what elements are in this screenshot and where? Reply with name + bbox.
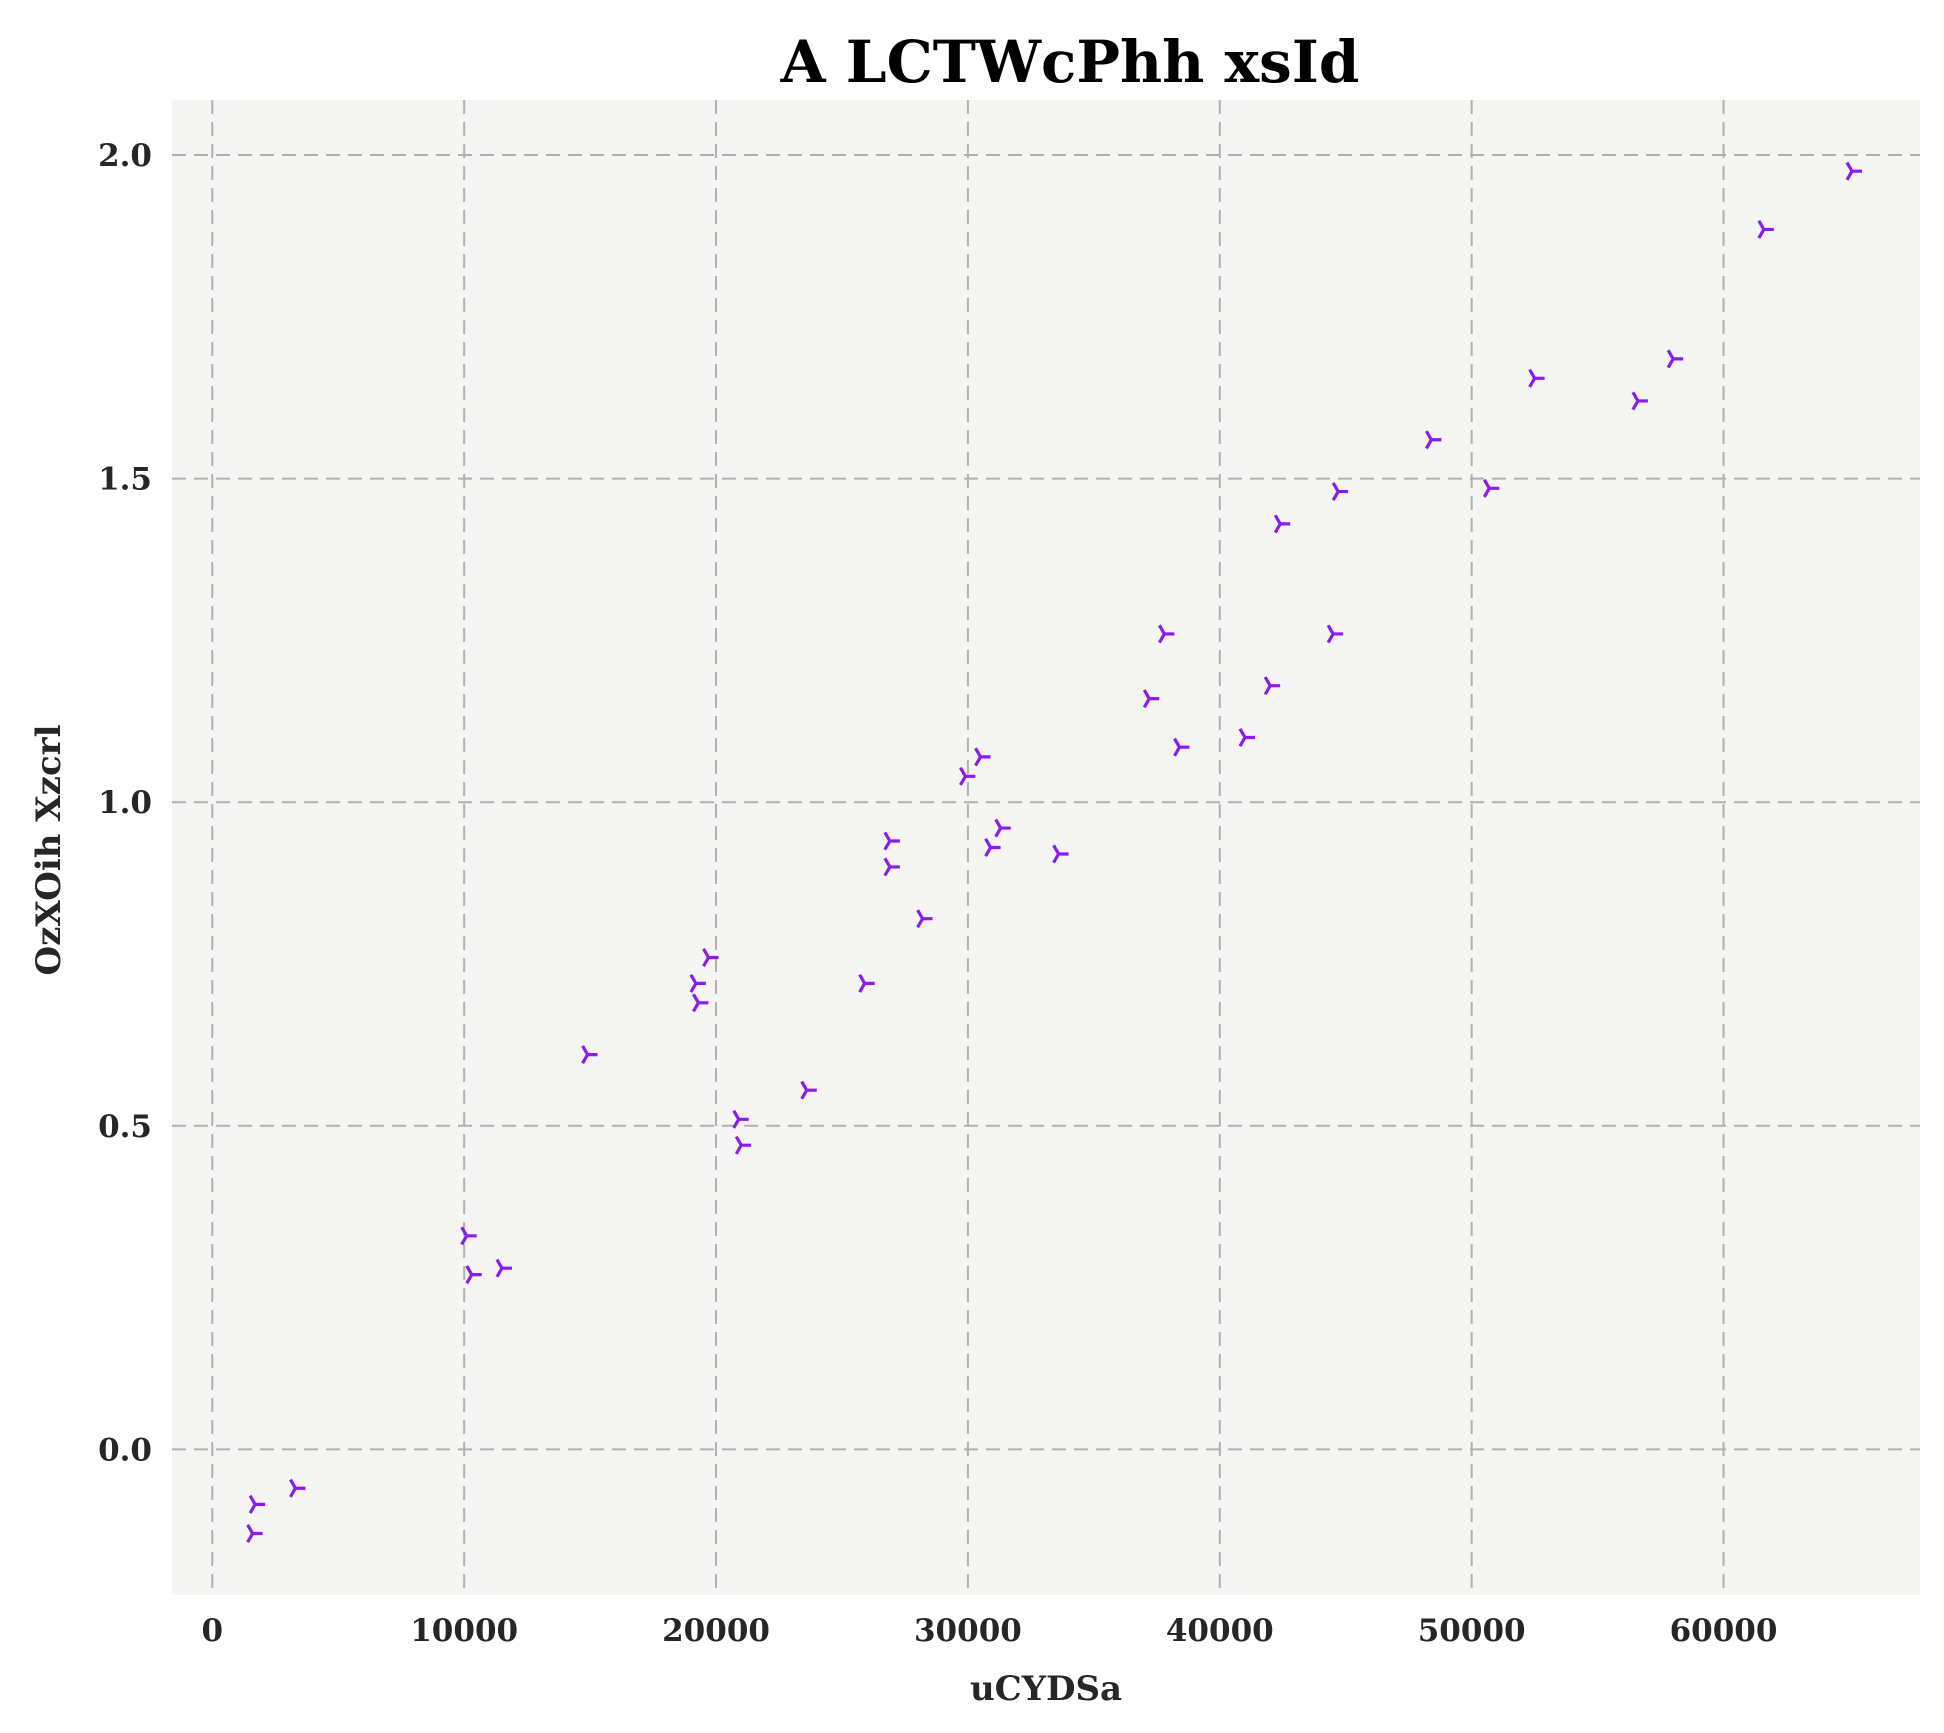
x-tick-label: 50000 bbox=[1418, 1613, 1526, 1649]
x-tick-label: 30000 bbox=[914, 1613, 1022, 1649]
data-point bbox=[883, 831, 900, 851]
data-point bbox=[1173, 737, 1190, 757]
x-tick-label: 40000 bbox=[1166, 1613, 1274, 1649]
data-point bbox=[1263, 676, 1281, 696]
data-point bbox=[734, 1135, 752, 1155]
data-point bbox=[1424, 430, 1442, 450]
data-point bbox=[246, 1524, 263, 1543]
data-point bbox=[883, 857, 900, 877]
data-point bbox=[1238, 728, 1255, 747]
y-axis-label: OzXOih Xzcrl bbox=[29, 724, 69, 975]
x-tick-label: 0 bbox=[202, 1613, 224, 1649]
data-point bbox=[495, 1258, 512, 1278]
data-point bbox=[248, 1494, 266, 1514]
data-point bbox=[1845, 161, 1862, 181]
data-point bbox=[692, 993, 709, 1013]
data-point bbox=[460, 1226, 477, 1246]
data-point bbox=[916, 909, 933, 929]
data-point bbox=[858, 973, 875, 993]
chart-title: A LCTWcPhh xsId bbox=[780, 28, 1360, 96]
data-point bbox=[289, 1478, 306, 1498]
data-point bbox=[959, 766, 976, 786]
x-tick-label: 20000 bbox=[662, 1613, 770, 1649]
data-point bbox=[1273, 514, 1291, 534]
data-point bbox=[1052, 844, 1069, 864]
data-point bbox=[689, 973, 706, 993]
data-point bbox=[800, 1080, 817, 1100]
data-point bbox=[1666, 349, 1684, 369]
data-point bbox=[465, 1265, 482, 1285]
y-tick-label: 0.5 bbox=[98, 1109, 152, 1145]
data-points bbox=[246, 161, 1862, 1543]
y-tick-label: 0.0 bbox=[98, 1432, 152, 1468]
data-point bbox=[984, 838, 1001, 857]
tick-labels: 0 10000 20000 30000 40000 50000 60000 0.0 0.5 1.0… bbox=[98, 138, 1777, 1649]
data-point bbox=[1482, 478, 1500, 498]
x-tick-label: 10000 bbox=[410, 1613, 518, 1649]
data-point bbox=[1757, 219, 1774, 239]
plot-area bbox=[172, 100, 1920, 1595]
x-tick-label: 60000 bbox=[1670, 1613, 1778, 1649]
y-tick-label: 2.0 bbox=[98, 138, 152, 174]
data-point bbox=[974, 747, 991, 767]
y-tick-label: 1.0 bbox=[98, 785, 152, 821]
data-point bbox=[1142, 689, 1160, 709]
data-point bbox=[702, 948, 719, 967]
data-point bbox=[1528, 368, 1545, 388]
data-point bbox=[1631, 391, 1648, 411]
y-tick-label: 1.5 bbox=[98, 462, 152, 498]
data-point bbox=[1331, 482, 1349, 502]
x-axis-label: uCYDSa bbox=[970, 1669, 1122, 1709]
data-point bbox=[732, 1109, 749, 1129]
grid bbox=[172, 100, 1920, 1595]
data-point bbox=[581, 1045, 598, 1065]
data-point bbox=[1326, 624, 1344, 644]
data-point bbox=[994, 818, 1011, 838]
data-point bbox=[1157, 624, 1175, 644]
